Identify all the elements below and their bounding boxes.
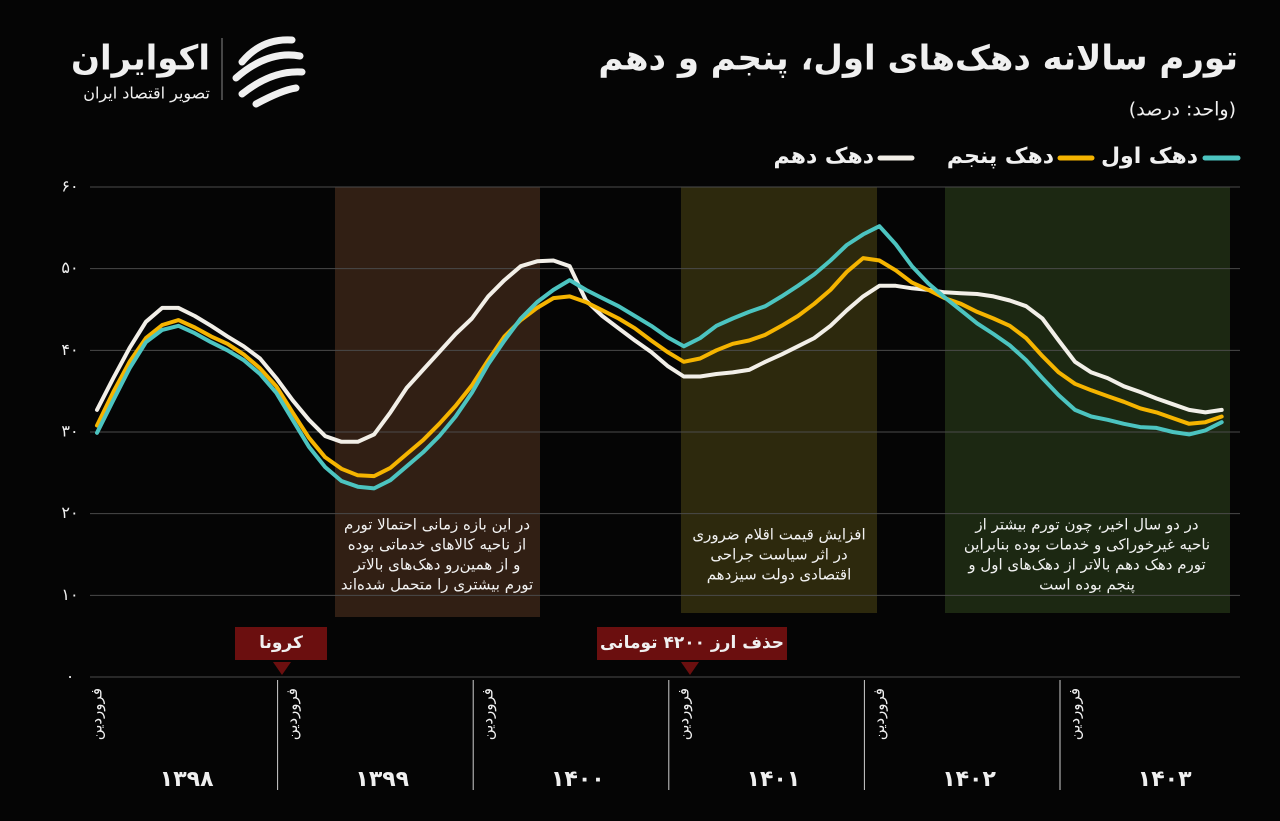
annotation: در اثر سیاست جراحی — [710, 546, 847, 564]
annotation: ناحیه غیرخوراکی و خدمات بوده بنابراین — [964, 536, 1210, 554]
highlight-band — [945, 187, 1230, 613]
chart-subtitle: (واحد: درصد) — [1129, 99, 1236, 121]
annotation: پنجم بوده است — [1039, 576, 1135, 595]
annotation: در دو سال اخیر، چون تورم بیشتر از — [974, 516, 1198, 534]
annotation: از ناحیه کالاهای خدماتی بوده — [348, 536, 526, 554]
highlight-band — [681, 187, 877, 613]
highlight-band — [335, 187, 540, 617]
event-arrow — [273, 662, 291, 675]
year-label: ۱۳۹۹ — [355, 767, 409, 792]
event-box — [235, 627, 327, 660]
annotation: در این بازه زمانی احتمالا تورم — [344, 516, 530, 534]
event-label: حذف ارز ۴۲۰۰ تومانی — [600, 633, 784, 653]
y-tick-label: ۵۰ — [61, 258, 78, 277]
series-line — [95, 224, 1224, 491]
x-tick-label: فروردین — [1066, 688, 1084, 740]
y-tick-label: ۲۰ — [61, 503, 78, 522]
annotation: تورم بیشتری را متحمل شده‌اند — [341, 576, 533, 594]
logo-tagline: تصویر اقتصاد ایران — [83, 84, 210, 104]
series-line — [95, 256, 1224, 479]
x-tick-label: فروردین — [479, 688, 497, 740]
event-label: کرونا — [259, 633, 303, 653]
annotation: و از همین‌رو دهک‌های بالاتر — [353, 556, 521, 574]
x-tick-label: فروردین — [283, 688, 301, 740]
year-label: ۱۴۰۳ — [1138, 767, 1192, 792]
legend-label: دهک دهم — [773, 144, 874, 169]
year-label: ۱۴۰۲ — [942, 767, 996, 792]
legend-label: دهک پنجم — [947, 144, 1054, 169]
y-tick-label: ۱۰ — [61, 585, 78, 604]
y-tick-label: ۶۰ — [61, 177, 78, 196]
annotation: تورم دهک دهم بالاتر از دهک‌های اول و — [967, 556, 1205, 574]
legend-label: دهک اول — [1101, 144, 1198, 169]
event-arrow — [681, 662, 699, 675]
year-label: ۱۴۰۰ — [551, 767, 605, 792]
logo-icon — [232, 36, 306, 108]
y-tick-label: ۰ — [66, 667, 75, 686]
y-tick-label: ۳۰ — [61, 422, 78, 441]
year-label: ۱۳۹۸ — [160, 767, 214, 792]
x-tick-label: فروردین — [674, 688, 692, 740]
x-tick-label: فروردین — [870, 688, 888, 740]
annotation: افزایش قیمت اقلام ضروری — [692, 526, 865, 544]
y-tick-label: ۴۰ — [61, 340, 78, 359]
x-tick-label: فروردین — [88, 688, 106, 740]
logo-name: اکوایران — [71, 39, 210, 79]
chart-title: تورم سالانه دهک‌های اول، پنجم و دهم — [598, 39, 1238, 79]
series-line — [95, 258, 1224, 444]
year-label: ۱۴۰۱ — [747, 767, 801, 792]
annotation: اقتصادی دولت سیزدهم — [707, 566, 852, 584]
event-box — [597, 627, 787, 660]
